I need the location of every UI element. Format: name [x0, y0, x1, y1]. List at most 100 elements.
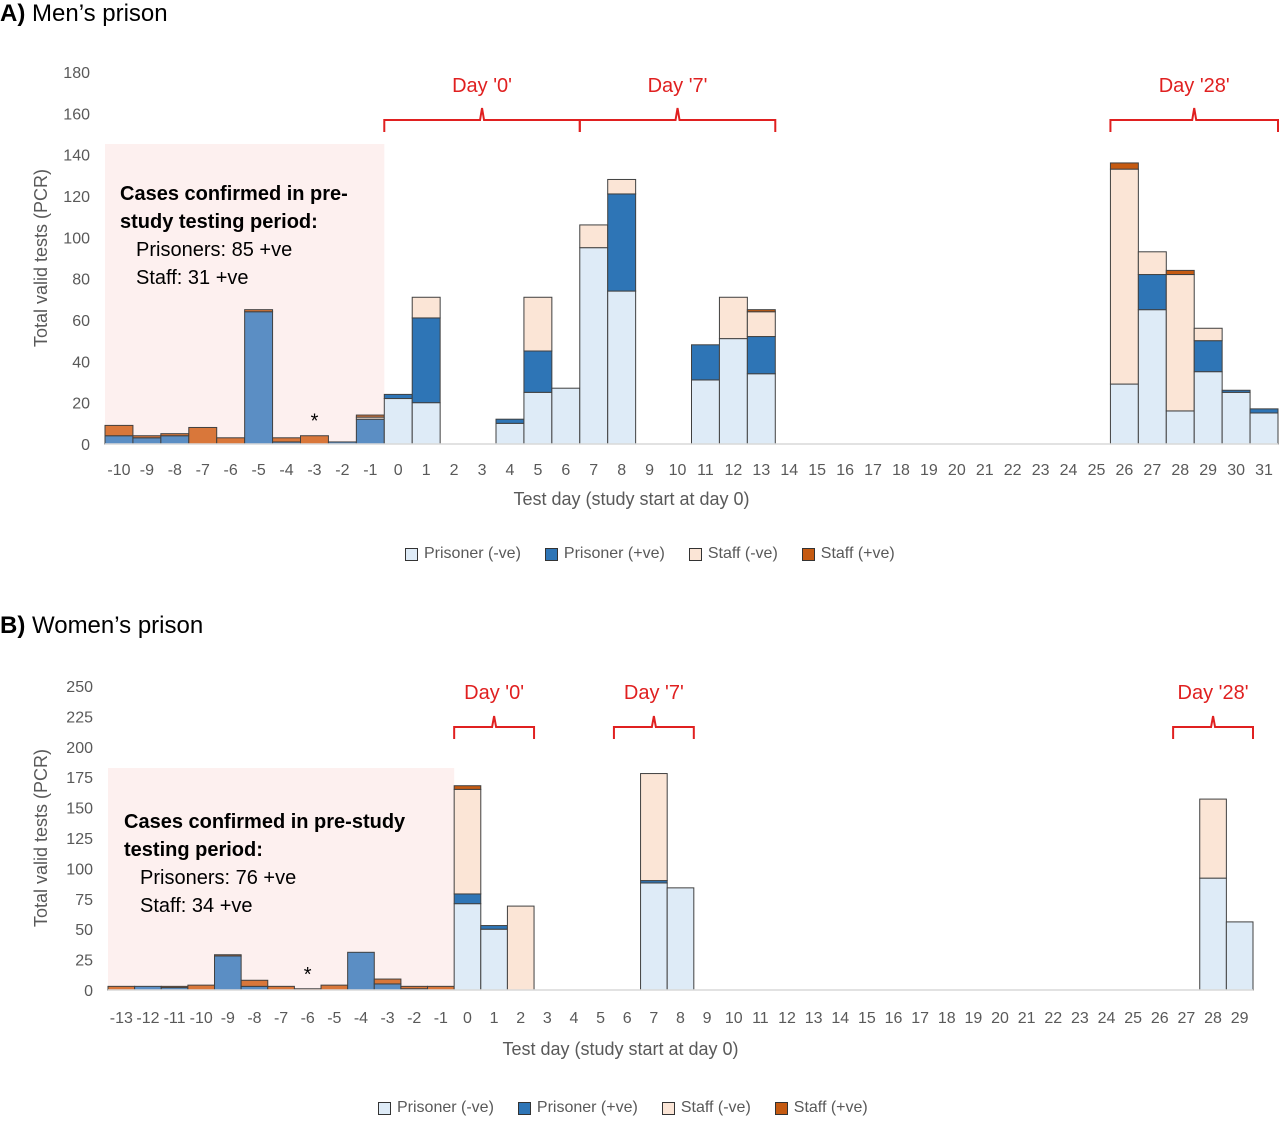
- bar-staff-pos: [746, 309, 776, 313]
- day-bracket-label: Day '7': [624, 682, 684, 704]
- x-tick-label: 19: [920, 462, 938, 479]
- x-tick-label: 26: [1115, 462, 1133, 479]
- x-tick-label: -12: [136, 1010, 159, 1027]
- bar-staff-pos: [216, 437, 246, 445]
- bar-prisoner-neg: [1199, 877, 1227, 991]
- x-tick-label: 11: [697, 462, 714, 479]
- bar-prisoner-neg: [640, 882, 668, 991]
- x-tick-label: 28: [1171, 462, 1189, 479]
- bar-prisoner-pos: [523, 350, 553, 393]
- y-tick-label: 80: [72, 272, 90, 289]
- bar-prisoner-pos: [1137, 274, 1167, 311]
- bar-staff-pos: [373, 978, 402, 985]
- bar-prisoner-pos: [1193, 340, 1223, 373]
- bar-prisoner-pos: [607, 193, 637, 292]
- legend-label-prisoner-pos: Prisoner (+ve): [536, 1099, 638, 1116]
- pre-study-annotation-a: Cases confirmed in pre-study testing per…: [120, 180, 370, 292]
- bar-prisoner-neg: [746, 373, 776, 445]
- bar-prisoner-neg: [691, 379, 720, 445]
- x-tick-label: -5: [251, 462, 265, 479]
- legend-a: Prisoner (-ve) Prisoner (+ve) Staff (-ve…: [405, 545, 895, 563]
- bar-prisoner-neg: [551, 387, 581, 445]
- x-tick-label: -4: [279, 462, 293, 479]
- x-tick-label: 22: [1044, 1010, 1062, 1027]
- y-tick-label: 125: [66, 831, 93, 848]
- legend-label-staff-pos: Staff (+ve): [793, 1099, 868, 1116]
- bar-staff-pos: [272, 437, 302, 443]
- bar-prisoner-neg: [607, 290, 637, 445]
- bar-prisoner-pos: [1221, 389, 1251, 393]
- bar-prisoner-neg: [1109, 383, 1139, 445]
- bar-staff-neg: [1165, 274, 1195, 412]
- x-tick-label: 1: [422, 462, 431, 479]
- pre-study-heading-b: Cases confirmed in pre-study testing per…: [124, 811, 406, 861]
- x-tick-label: -10: [190, 1010, 213, 1027]
- x-tick-label: 25: [1088, 462, 1106, 479]
- x-tick-label: 25: [1124, 1010, 1142, 1027]
- bar-staff-pos: [1109, 162, 1139, 170]
- x-tick-label: -9: [221, 1010, 235, 1027]
- panel-b-letter: B): [0, 612, 26, 639]
- x-tick-label: 19: [965, 1010, 983, 1027]
- x-tick-label: 4: [570, 1010, 579, 1027]
- y-tick-label: 150: [66, 801, 93, 818]
- x-tick-label: -7: [274, 1010, 288, 1027]
- bar-prisoner-pos: [480, 925, 508, 930]
- pre-study-annotation-b: Cases confirmed in pre-study testing per…: [124, 808, 434, 920]
- x-tick-label: 5: [533, 462, 542, 479]
- x-tick-label: -3: [380, 1010, 394, 1027]
- legend-item-prisoner-neg: Prisoner (-ve): [378, 1099, 494, 1117]
- x-tick-label: -2: [335, 462, 349, 479]
- bar-staff-neg: [411, 296, 441, 319]
- panel-a-letter: A): [0, 0, 26, 27]
- bar-prisoner-pos: [132, 437, 162, 445]
- y-tick-label: 0: [81, 437, 90, 454]
- bar-staff-pos: [400, 985, 429, 990]
- bar-staff-pos: [160, 433, 190, 437]
- day-bracket-label: Day '28': [1178, 682, 1249, 704]
- x-tick-label: 24: [1060, 462, 1078, 479]
- x-tick-label: -11: [164, 1010, 186, 1027]
- legend-item-staff-pos: Staff (+ve): [801, 545, 895, 563]
- x-tick-label: -7: [196, 462, 210, 479]
- day-bracket-label: Day '0': [464, 682, 524, 704]
- x-tick-label: 2: [516, 1010, 525, 1027]
- x-tick-label: 16: [836, 462, 854, 479]
- legend-item-prisoner-pos: Prisoner (+ve): [544, 545, 665, 563]
- x-tick-label: -4: [354, 1010, 368, 1027]
- x-tick-label: 17: [864, 462, 882, 479]
- bar-prisoner-pos: [373, 983, 402, 991]
- x-tick-label: -6: [224, 462, 238, 479]
- x-tick-label: 21: [976, 462, 994, 479]
- bar-staff-neg: [640, 773, 668, 882]
- bar-prisoner-pos: [691, 344, 720, 381]
- bar-staff-pos: [160, 985, 189, 989]
- y-tick-label: 100: [66, 861, 93, 878]
- x-tick-label: 20: [991, 1010, 1009, 1027]
- x-tick-label: 18: [892, 462, 910, 479]
- x-tick-label: 20: [948, 462, 966, 479]
- day-bracket-label: Day '7': [648, 75, 708, 97]
- legend-swatch-prisoner-pos: [544, 547, 558, 561]
- asterisk-marker: *: [304, 964, 312, 986]
- bar-prisoner-neg: [495, 422, 525, 445]
- bar-staff-pos: [188, 426, 218, 445]
- y-tick-label: 225: [66, 709, 93, 726]
- legend-swatch-staff-pos: [774, 1101, 788, 1115]
- x-tick-label: 27: [1143, 462, 1161, 479]
- legend-item-prisoner-pos: Prisoner (+ve): [517, 1099, 638, 1117]
- panel-womens-prison: 0 25 50 75 100 125 150 175 200 225 250 Total valid …: [0, 612, 1280, 1121]
- x-tick-label: 1: [490, 1010, 499, 1027]
- bar-prisoner-neg: [579, 247, 609, 445]
- x-tick-label: 6: [623, 1010, 632, 1027]
- legend-swatch-staff-neg: [688, 547, 702, 561]
- pre-study-heading-a: Cases confirmed in pre-study testing per…: [120, 183, 348, 233]
- bar-prisoner-neg: [523, 391, 553, 445]
- bar-staff-pos: [214, 954, 242, 957]
- legend-b: Prisoner (-ve) Prisoner (+ve) Staff (-ve…: [378, 1099, 868, 1117]
- x-tick-label: 29: [1199, 462, 1217, 479]
- x-tick-label: 16: [885, 1010, 903, 1027]
- legend-label-prisoner-neg: Prisoner (-ve): [424, 545, 521, 562]
- x-tick-label: 8: [617, 462, 626, 479]
- x-tick-label: 9: [645, 462, 654, 479]
